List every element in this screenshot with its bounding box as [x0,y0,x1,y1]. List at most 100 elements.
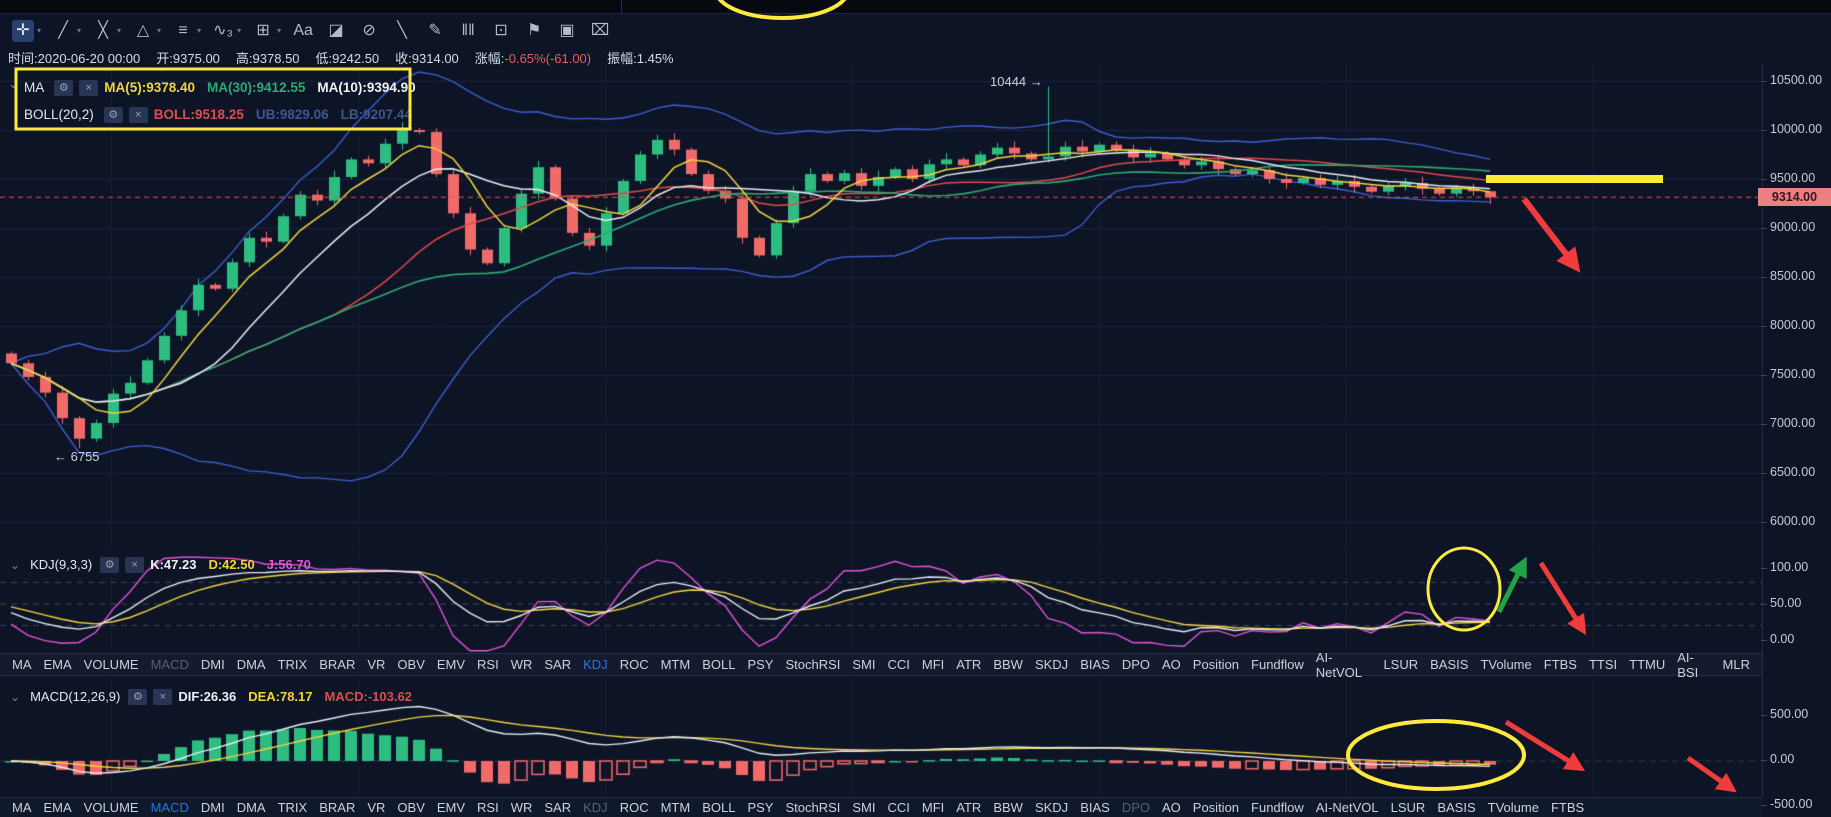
eraser-tool[interactable]: ◪ [321,18,351,44]
tab-bbw[interactable]: BBW [993,800,1023,815]
tab-emv[interactable]: EMV [436,657,466,672]
chevron-down-icon[interactable]: ⌄ [8,76,19,91]
tab-boll[interactable]: BOLL [702,657,736,672]
tab-atr[interactable]: ATR [956,800,982,815]
tab-dma[interactable]: DMA [236,657,266,672]
tab-psy[interactable]: PSY [747,657,774,672]
tab-volume[interactable]: VOLUME [83,800,139,815]
tab-ma[interactable]: MA [12,800,32,815]
tab-sar[interactable]: SAR [544,800,572,815]
tab-sar[interactable]: SAR [544,657,572,672]
tab-vr[interactable]: VR [367,800,386,815]
tab-ai-bsi[interactable]: AI-BSI [1677,649,1699,680]
tab-wr[interactable]: WR [510,800,533,815]
gear-icon[interactable]: ⚙ [100,556,120,573]
tab-dpo[interactable]: DPO [1121,657,1150,672]
tab-ftbs[interactable]: FTBS [1550,800,1585,815]
gear-icon[interactable]: ⚙ [103,106,123,123]
cross-line-tool[interactable]: ╳ ▾ [88,18,125,44]
lock-tool[interactable]: ⊡ [486,18,516,44]
tab-rsi[interactable]: RSI [477,800,499,815]
gear-icon[interactable]: ⚙ [128,688,148,705]
tab-brar[interactable]: BRAR [319,657,356,672]
tab-mfi[interactable]: MFI [921,800,945,815]
tab-tvolume[interactable]: TVolume [1487,800,1539,815]
ruler-tool[interactable]: ╲ [387,18,417,44]
tab-bbw[interactable]: BBW [993,657,1023,672]
bookmark-tool[interactable]: ⚑ [519,18,549,44]
chevron-down-icon[interactable]: ⌄ [10,689,21,704]
tab-ftbs[interactable]: FTBS [1543,657,1577,672]
tab-macd[interactable]: MACD [150,800,189,815]
main-chart-canvas[interactable] [0,64,1762,546]
tab-roc[interactable]: ROC [619,657,649,672]
close-icon[interactable]: × [79,79,99,96]
tab-emv[interactable]: EMV [436,800,466,815]
tab-fundflow[interactable]: Fundflow [1251,657,1304,672]
trendline-tool[interactable]: ╱ ▾ [48,18,85,44]
tab-trix[interactable]: TRIX [277,657,308,672]
tab-macd[interactable]: MACD [150,657,189,672]
chevron-down-icon[interactable]: ▾ [77,26,82,35]
tab-boll[interactable]: BOLL [702,800,736,815]
tab-basis[interactable]: BASIS [1430,657,1469,672]
tab-kdj[interactable]: KDJ [583,800,608,815]
chevron-down-icon[interactable]: ▾ [197,26,202,35]
tab-lsur[interactable]: LSUR [1383,657,1419,672]
chevron-down-icon[interactable]: ▾ [237,26,242,35]
tab-ttsi[interactable]: TTSI [1588,657,1618,672]
tab-smi[interactable]: SMI [852,800,876,815]
close-icon[interactable]: × [128,106,148,123]
tab-basis[interactable]: BASIS [1437,800,1476,815]
tab-dmi[interactable]: DMI [200,800,225,815]
tab-rsi[interactable]: RSI [477,657,499,672]
tab-dmi[interactable]: DMI [200,657,225,672]
tab-stochrsi[interactable]: StochRSI [785,657,841,672]
tab-bias[interactable]: BIAS [1080,657,1110,672]
crosshair-tool[interactable]: ✛ ▾ [8,18,45,44]
tab-mlr[interactable]: MLR [1722,657,1750,672]
tab-cci[interactable]: CCI [887,800,910,815]
chevron-down-icon[interactable]: ⌄ [10,557,21,572]
tab-volume[interactable]: VOLUME [83,657,139,672]
delete-tool[interactable]: ⌧ [585,18,615,44]
chevron-down-icon[interactable]: ▾ [277,26,282,35]
tab-wr[interactable]: WR [510,657,533,672]
tab-tvolume[interactable]: TVolume [1480,657,1532,672]
tab-atr[interactable]: ATR [956,657,982,672]
snapshot-tool[interactable]: ▣ [552,18,582,44]
tab-ai-netvol[interactable]: AI-NetVOL [1315,649,1363,680]
tab-ema[interactable]: EMA [43,657,72,672]
tab-position[interactable]: Position [1192,657,1240,672]
tab-kdj[interactable]: KDJ [583,657,608,672]
tab-ema[interactable]: EMA [43,800,72,815]
tab-ao[interactable]: AO [1161,657,1181,672]
chevron-down-icon[interactable]: ▾ [117,26,122,35]
tab-mfi[interactable]: MFI [921,657,945,672]
tab-obv[interactable]: OBV [397,657,425,672]
tab-skdj[interactable]: SKDJ [1034,657,1069,672]
gear-icon[interactable]: ⚙ [54,79,74,96]
tab-ma[interactable]: MA [12,657,32,672]
tab-skdj[interactable]: SKDJ [1034,800,1069,815]
tab-mtm[interactable]: MTM [660,657,691,672]
tab-brar[interactable]: BRAR [319,800,356,815]
tab-roc[interactable]: ROC [619,800,649,815]
tab-ao[interactable]: AO [1161,800,1181,815]
tab-smi[interactable]: SMI [852,657,876,672]
tab-position[interactable]: Position [1192,800,1240,815]
elliott-wave-tool[interactable]: ∿₃ ▾ [208,18,245,44]
pattern-tool[interactable]: ‖‖ [453,18,483,44]
hide-drawings-tool[interactable]: ⊘ [354,18,384,44]
tab-bias[interactable]: BIAS [1080,800,1110,815]
tab-cci[interactable]: CCI [887,657,910,672]
tab-stochrsi[interactable]: StochRSI [785,800,841,815]
tab-mtm[interactable]: MTM [660,800,691,815]
tab-vr[interactable]: VR [367,657,386,672]
chevron-down-icon[interactable]: ▾ [37,26,42,35]
tab-obv[interactable]: OBV [397,800,425,815]
brush-tool[interactable]: ✎ [420,18,450,44]
tab-dpo[interactable]: DPO [1121,800,1150,815]
triangle-tool[interactable]: △ ▾ [128,18,165,44]
shapes-tool[interactable]: ⊞ ▾ [248,18,285,44]
